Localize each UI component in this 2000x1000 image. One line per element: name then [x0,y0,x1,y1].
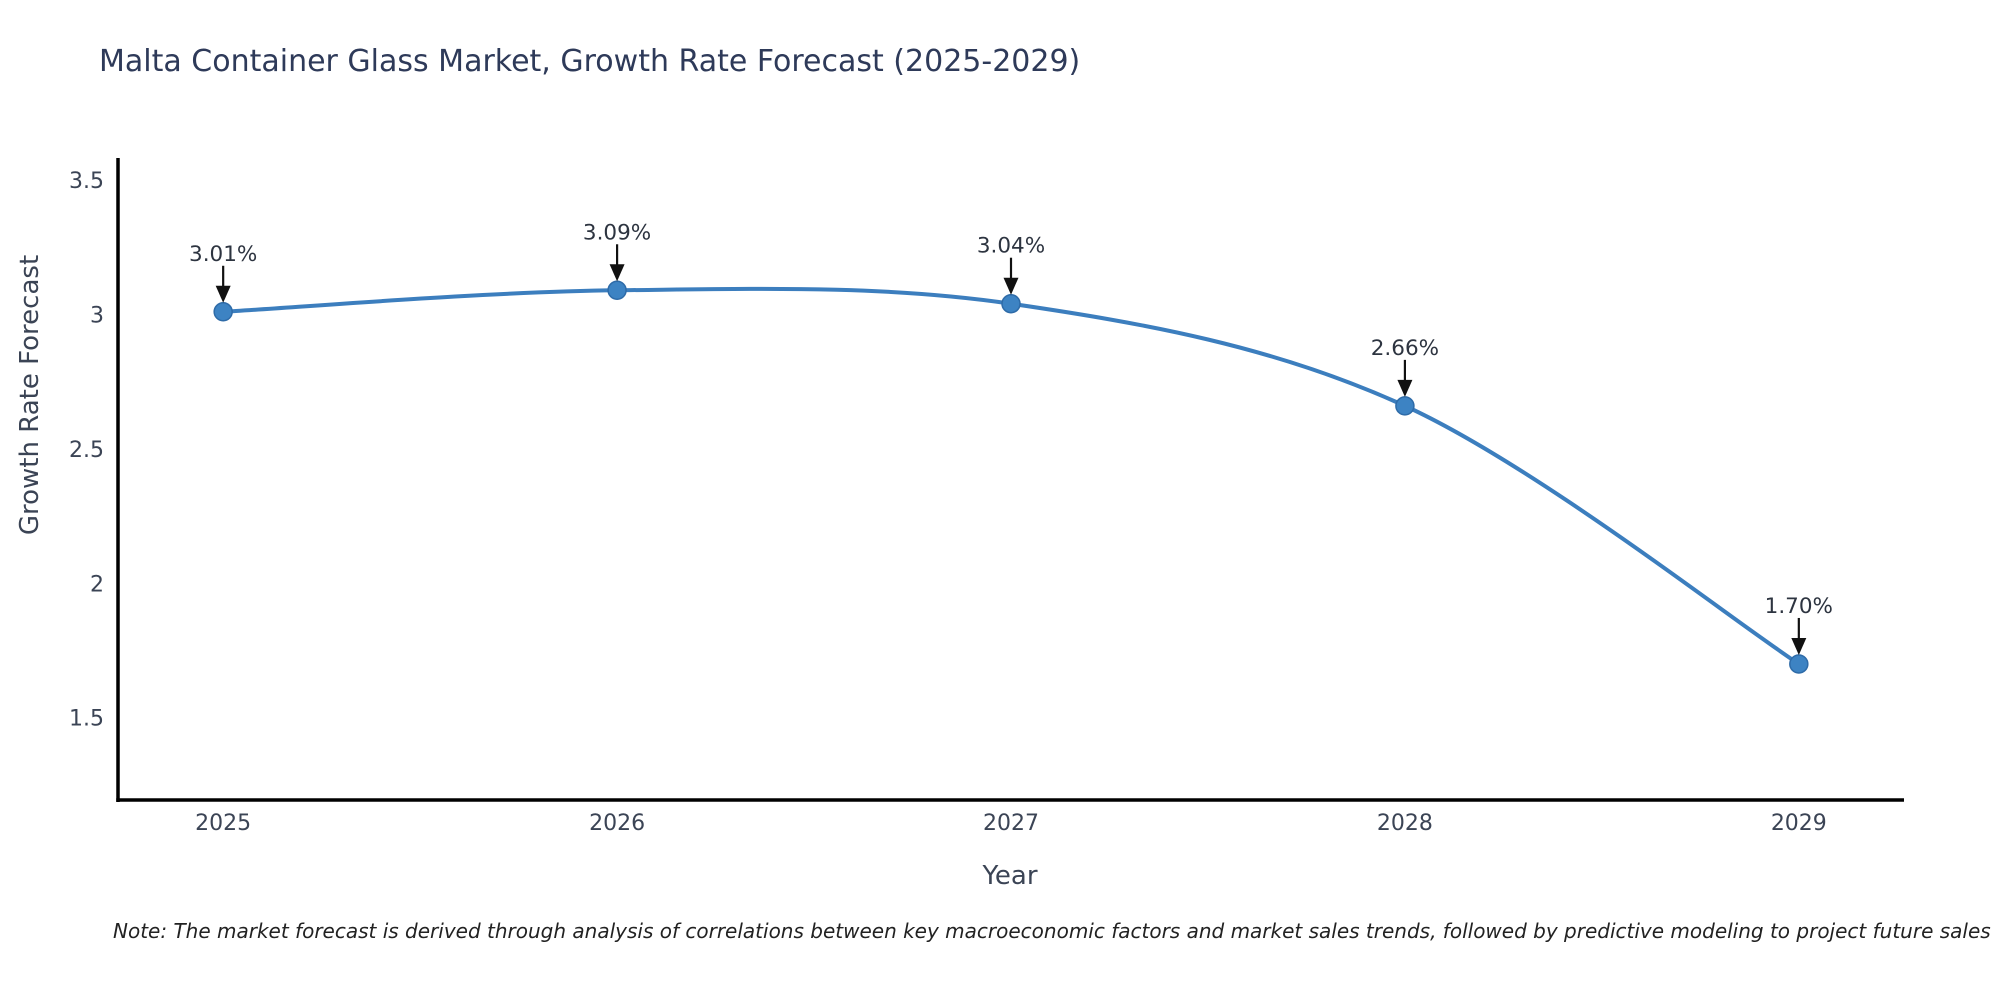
data-point-marker [1395,396,1415,416]
x-tick-label: 2026 [589,811,645,836]
point-annotation-label: 3.01% [189,242,257,267]
data-point-marker [607,280,627,301]
y-tick-label: 1.5 [69,707,104,732]
annotation-arrowhead-icon [215,285,231,303]
series-line [221,286,1801,666]
y-axis-title: Growth Rate Forecast [15,254,45,536]
chart-title: Malta Container Glass Market, Growth Rat… [99,44,1081,79]
point-annotation-label: 3.09% [583,220,651,245]
data-point-marker [213,302,233,322]
y-tick-label: 3 [90,303,104,328]
annotation-arrowhead-icon [1003,277,1019,295]
point-annotation-label: 1.70% [1765,594,1833,619]
x-tick-label: 2025 [195,811,251,836]
annotation-arrowhead-icon [609,264,625,282]
data-point-marker [1001,293,1021,314]
x-axis-title: Year [982,861,1038,891]
point-annotation-label: 3.04% [977,234,1045,259]
y-tick-label: 2.5 [69,438,104,463]
point-annotation-label: 2.66% [1371,336,1439,361]
annotation-arrowhead-icon [1791,637,1807,655]
x-tick-label: 2029 [1771,811,1827,836]
x-tick-label: 2027 [983,811,1039,836]
x-tick-label: 2028 [1377,811,1433,836]
data-point-marker [1789,654,1809,674]
annotation-arrowhead-icon [1397,379,1413,397]
y-tick-label: 2 [90,572,104,597]
footnote: Note: The market forecast is derived thr… [113,919,1991,943]
y-tick-label: 3.5 [69,169,104,194]
